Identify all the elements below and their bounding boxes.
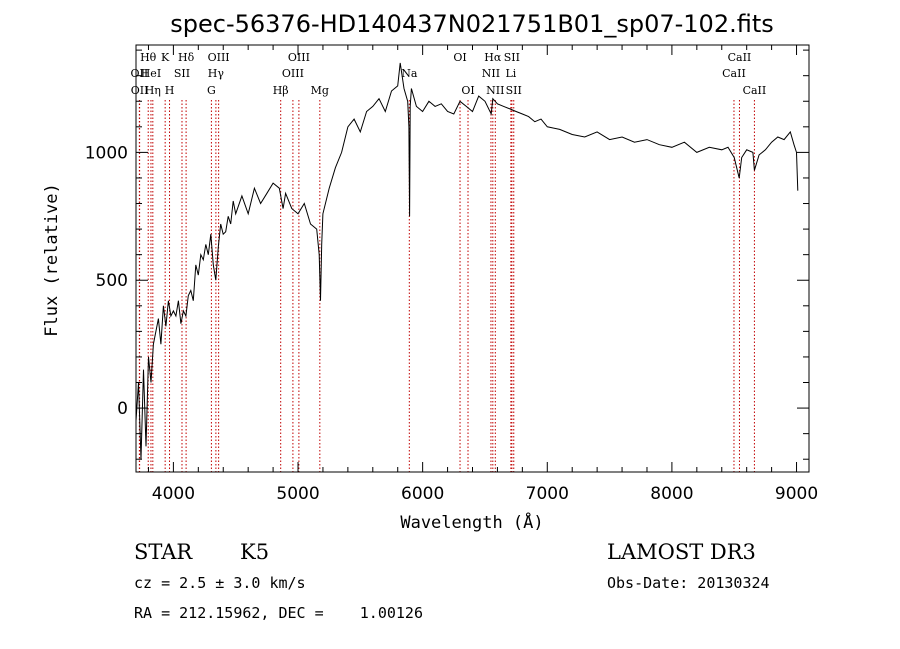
spectral-line-label: OI [453, 51, 466, 64]
y-tick-label: 500 [96, 271, 128, 291]
spectral-line-label: Hθ [140, 51, 157, 64]
redshift-readout: cz = 2.5 ± 3.0 km/s [134, 574, 306, 592]
flux-series-line [135, 62, 799, 460]
spectral-line-label: K [161, 51, 170, 64]
spectral-line-label: Na [401, 67, 418, 80]
spectral-line-label: HeI [141, 67, 161, 80]
spectral-line-label: Hη [145, 84, 161, 97]
spectral-line-label: Mg [311, 84, 329, 97]
x-tick-label: 7000 [526, 484, 569, 504]
spectral-line-markers [138, 100, 755, 472]
spectral-line-label: Hα [484, 51, 502, 64]
spectral-line-label: G [207, 84, 216, 97]
x-axis-label: Wavelength (Å) [400, 511, 543, 533]
spectral-line-label: NII [486, 84, 504, 97]
x-tick-label: 8000 [650, 484, 693, 504]
survey-name: LAMOST DR3 [607, 540, 756, 564]
object-subclass: K5 [240, 540, 270, 564]
spectral-line-label: Hγ [208, 67, 225, 80]
x-tick-label: 6000 [401, 484, 444, 504]
x-tick-label: 4000 [152, 484, 195, 504]
coordinates-readout: RA = 212.15962, DEC = 1.00126 [134, 604, 423, 622]
spectral-line-label: OIII [282, 67, 304, 80]
y-tick-label: 1000 [85, 143, 128, 163]
spectral-line-label: Li [505, 67, 516, 80]
spectral-line-label: Hβ [273, 84, 289, 97]
spectral-line-label: SII [506, 84, 522, 97]
spectral-line-label: H [165, 84, 175, 97]
x-tick-label: 5000 [276, 484, 319, 504]
plot-frame [135, 44, 810, 473]
y-axis-ticks: 0 500 1000 [85, 49, 809, 460]
chart-title: spec-56376-HD140437N021751B01_sp07-102.f… [170, 10, 774, 38]
spectral-line-label: NII [482, 67, 500, 80]
x-tick-label: 9000 [775, 484, 818, 504]
observation-date: Obs-Date: 20130324 [607, 574, 770, 592]
object-class: STAR [134, 540, 193, 564]
spectral-line-label: CaII [722, 67, 746, 80]
spectral-line-label: OII [131, 67, 149, 80]
spectral-line-label: OIII [208, 51, 230, 64]
spectral-line-label: SII [174, 67, 190, 80]
spectral-line-label: OI [461, 84, 474, 97]
spectral-line-label: Hδ [178, 51, 195, 64]
spectral-line-label: OIII [288, 51, 310, 64]
spectral-line-label: OII [131, 84, 149, 97]
y-axis-label: Flux (relative) [42, 183, 62, 337]
spectral-line-label: CaII [743, 84, 767, 97]
spectral-line-label: SII [504, 51, 520, 64]
spectral-line-label: CaII [728, 51, 752, 64]
x-axis-ticks: 4000 5000 6000 7000 8000 9000 [147, 45, 818, 504]
y-tick-label: 0 [117, 399, 128, 419]
